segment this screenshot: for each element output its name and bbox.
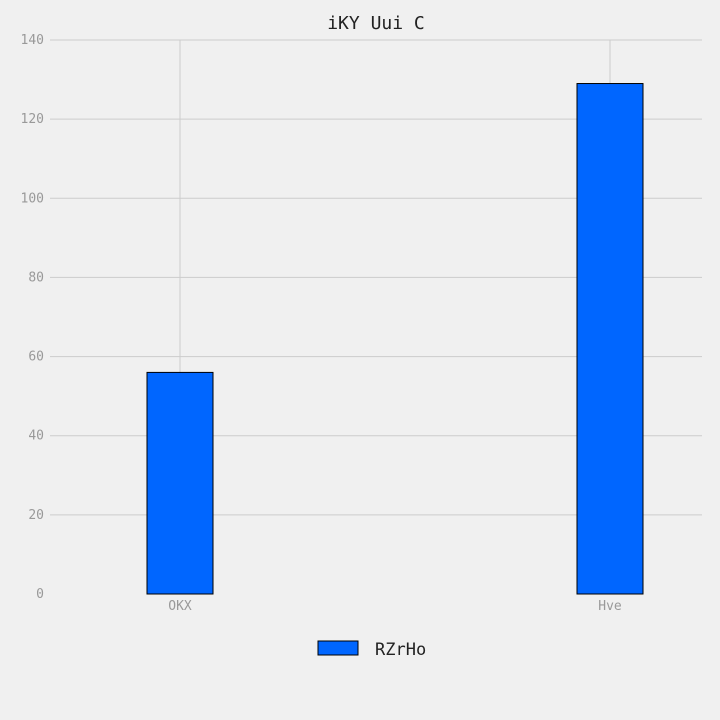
y-tick-label: 40 [28,429,44,444]
x-tick-label: OKX [168,599,192,614]
y-tick-label: 120 [21,112,44,127]
y-tick-label: 140 [21,33,44,48]
bar [146,371,214,595]
y-tick-label: 100 [21,191,44,206]
legend-swatch [317,640,359,656]
chart-title: iKY Uui C [327,13,425,34]
x-tick-labels: OKX Hve [168,599,622,614]
y-tick-labels: 0 20 40 60 80 100 120 140 [21,33,44,602]
x-tick-label: Hve [598,599,622,614]
y-tick-label: 60 [28,350,44,365]
bars [146,83,644,595]
bar [576,83,644,595]
legend: RZrHo [317,640,426,660]
legend-label: RZrHo [375,640,426,660]
y-tick-label: 80 [28,270,44,285]
y-tick-label: 0 [36,587,44,602]
y-tick-label: 20 [28,508,44,523]
